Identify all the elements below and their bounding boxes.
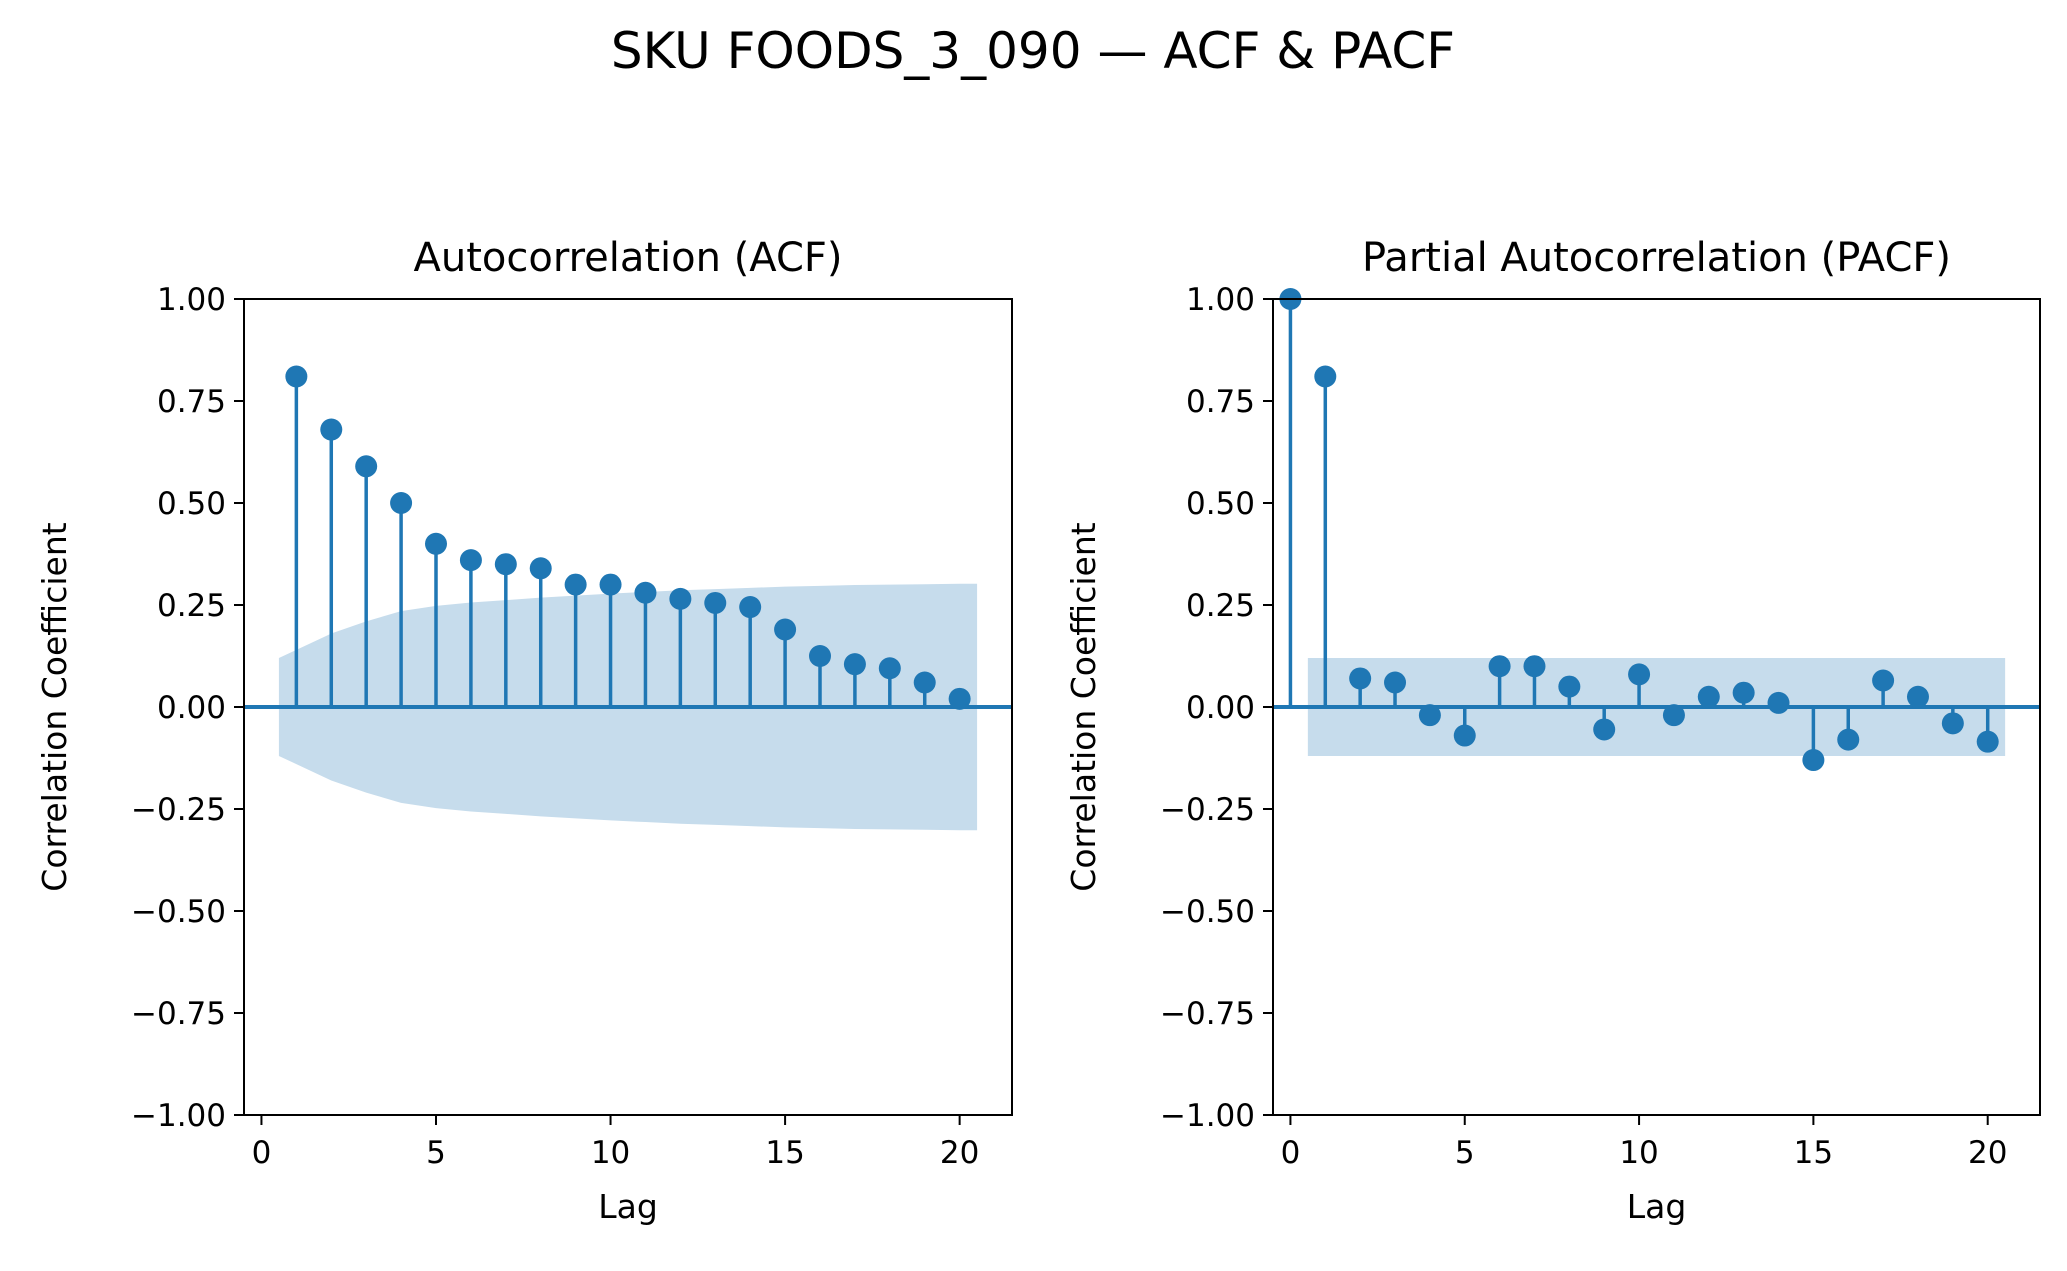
acf-panel: −1.00 −0.75 −0.50 −0.25 0.00 0.25 0.50 0.75 1.00…	[35, 235, 1013, 1226]
stem-marker	[355, 455, 378, 478]
y-axis-label: Correlation Coefficient	[35, 522, 74, 891]
stem-marker	[1837, 728, 1860, 751]
stem-marker	[739, 596, 762, 619]
stem-marker	[599, 573, 622, 596]
panel-title: Autocorrelation (ACF)	[413, 235, 842, 281]
stem-marker	[1976, 730, 1999, 753]
stem-marker	[774, 618, 797, 641]
y-axis-label: Correlation Coefficient	[1064, 522, 1103, 891]
x-tick-label: 10	[1619, 1135, 1658, 1171]
x-tick-label: 10	[591, 1135, 630, 1171]
stem-marker	[1697, 685, 1720, 708]
stem-marker	[704, 591, 727, 614]
y-tick-label: 0.75	[157, 384, 226, 420]
stem-marker	[1593, 718, 1616, 741]
stem-marker	[669, 587, 692, 610]
y-tick-label: −0.25	[1160, 792, 1255, 828]
stem-marker	[1662, 704, 1685, 727]
stem-marker	[1628, 663, 1651, 686]
stem-marker	[1732, 681, 1755, 704]
stem-marker	[529, 557, 552, 580]
y-tick-label: 1.00	[157, 282, 226, 318]
y-tick-label: 0.00	[157, 690, 226, 726]
figure-title: SKU FOODS_3_090 — ACF & PACF	[611, 22, 1455, 80]
y-tick-label: −0.75	[1160, 996, 1255, 1032]
y-tick-label: 1.00	[1186, 282, 1255, 318]
y-tick-label: −1.00	[1160, 1098, 1255, 1134]
stem-marker	[285, 365, 308, 388]
x-tick-label: 5	[426, 1135, 446, 1171]
stem-marker	[948, 687, 971, 710]
x-axis-label: Lag	[1627, 1187, 1687, 1226]
x-axis-label: Lag	[598, 1187, 658, 1226]
y-tick-label: 0.75	[1186, 384, 1255, 420]
stem-marker	[1767, 691, 1790, 714]
x-tick-label: 20	[1968, 1135, 2007, 1171]
y-tick-label: −0.50	[131, 894, 226, 930]
stem-marker	[878, 657, 901, 680]
stem-marker	[809, 645, 831, 667]
x-tick-label: 15	[1794, 1135, 1833, 1171]
stem-marker	[1802, 749, 1825, 772]
y-tick-label: 0.25	[1186, 588, 1255, 624]
stem-marker	[1453, 724, 1476, 747]
stem-marker	[1558, 675, 1581, 698]
stem-marker	[634, 581, 657, 604]
stem-marker	[1872, 669, 1895, 692]
stem-marker	[459, 549, 482, 572]
stem-marker	[494, 553, 517, 576]
y-tick-label: −0.50	[1160, 894, 1255, 930]
y-tick-label: −1.00	[131, 1098, 226, 1134]
stem-marker	[1384, 671, 1407, 694]
stem-marker	[1349, 667, 1372, 690]
stem-marker	[390, 492, 413, 514]
x-tick-label: 5	[1455, 1135, 1475, 1171]
x-tick-label: 0	[252, 1135, 272, 1171]
y-tick-label: 0.50	[157, 486, 226, 522]
stem-marker	[1906, 685, 1929, 708]
stem-marker	[913, 671, 936, 694]
stem-marker	[425, 532, 447, 555]
x-tick-label: 0	[1281, 1135, 1301, 1171]
stem-marker	[1418, 704, 1441, 727]
x-tick-label: 20	[940, 1135, 979, 1171]
stem-marker	[320, 418, 343, 441]
stem-marker	[1488, 655, 1511, 678]
y-tick-label: −0.25	[131, 792, 226, 828]
panel-title: Partial Autocorrelation (PACF)	[1362, 235, 1951, 281]
stem-marker	[1314, 365, 1337, 388]
x-tick-label: 15	[765, 1135, 804, 1171]
y-tick-label: 0.00	[1186, 690, 1255, 726]
y-tick-label: 0.50	[1186, 486, 1255, 522]
stem-marker	[1941, 712, 1964, 735]
y-tick-label: 0.25	[157, 588, 226, 624]
stem-marker	[843, 653, 866, 676]
stem-marker	[1523, 655, 1546, 678]
stem-marker	[564, 573, 587, 596]
pacf-panel: −1.00 −0.75 −0.50 −0.25 0.00 0.25 0.50 0.75 1.00…	[1064, 235, 2041, 1226]
y-tick-label: −0.75	[131, 996, 226, 1032]
